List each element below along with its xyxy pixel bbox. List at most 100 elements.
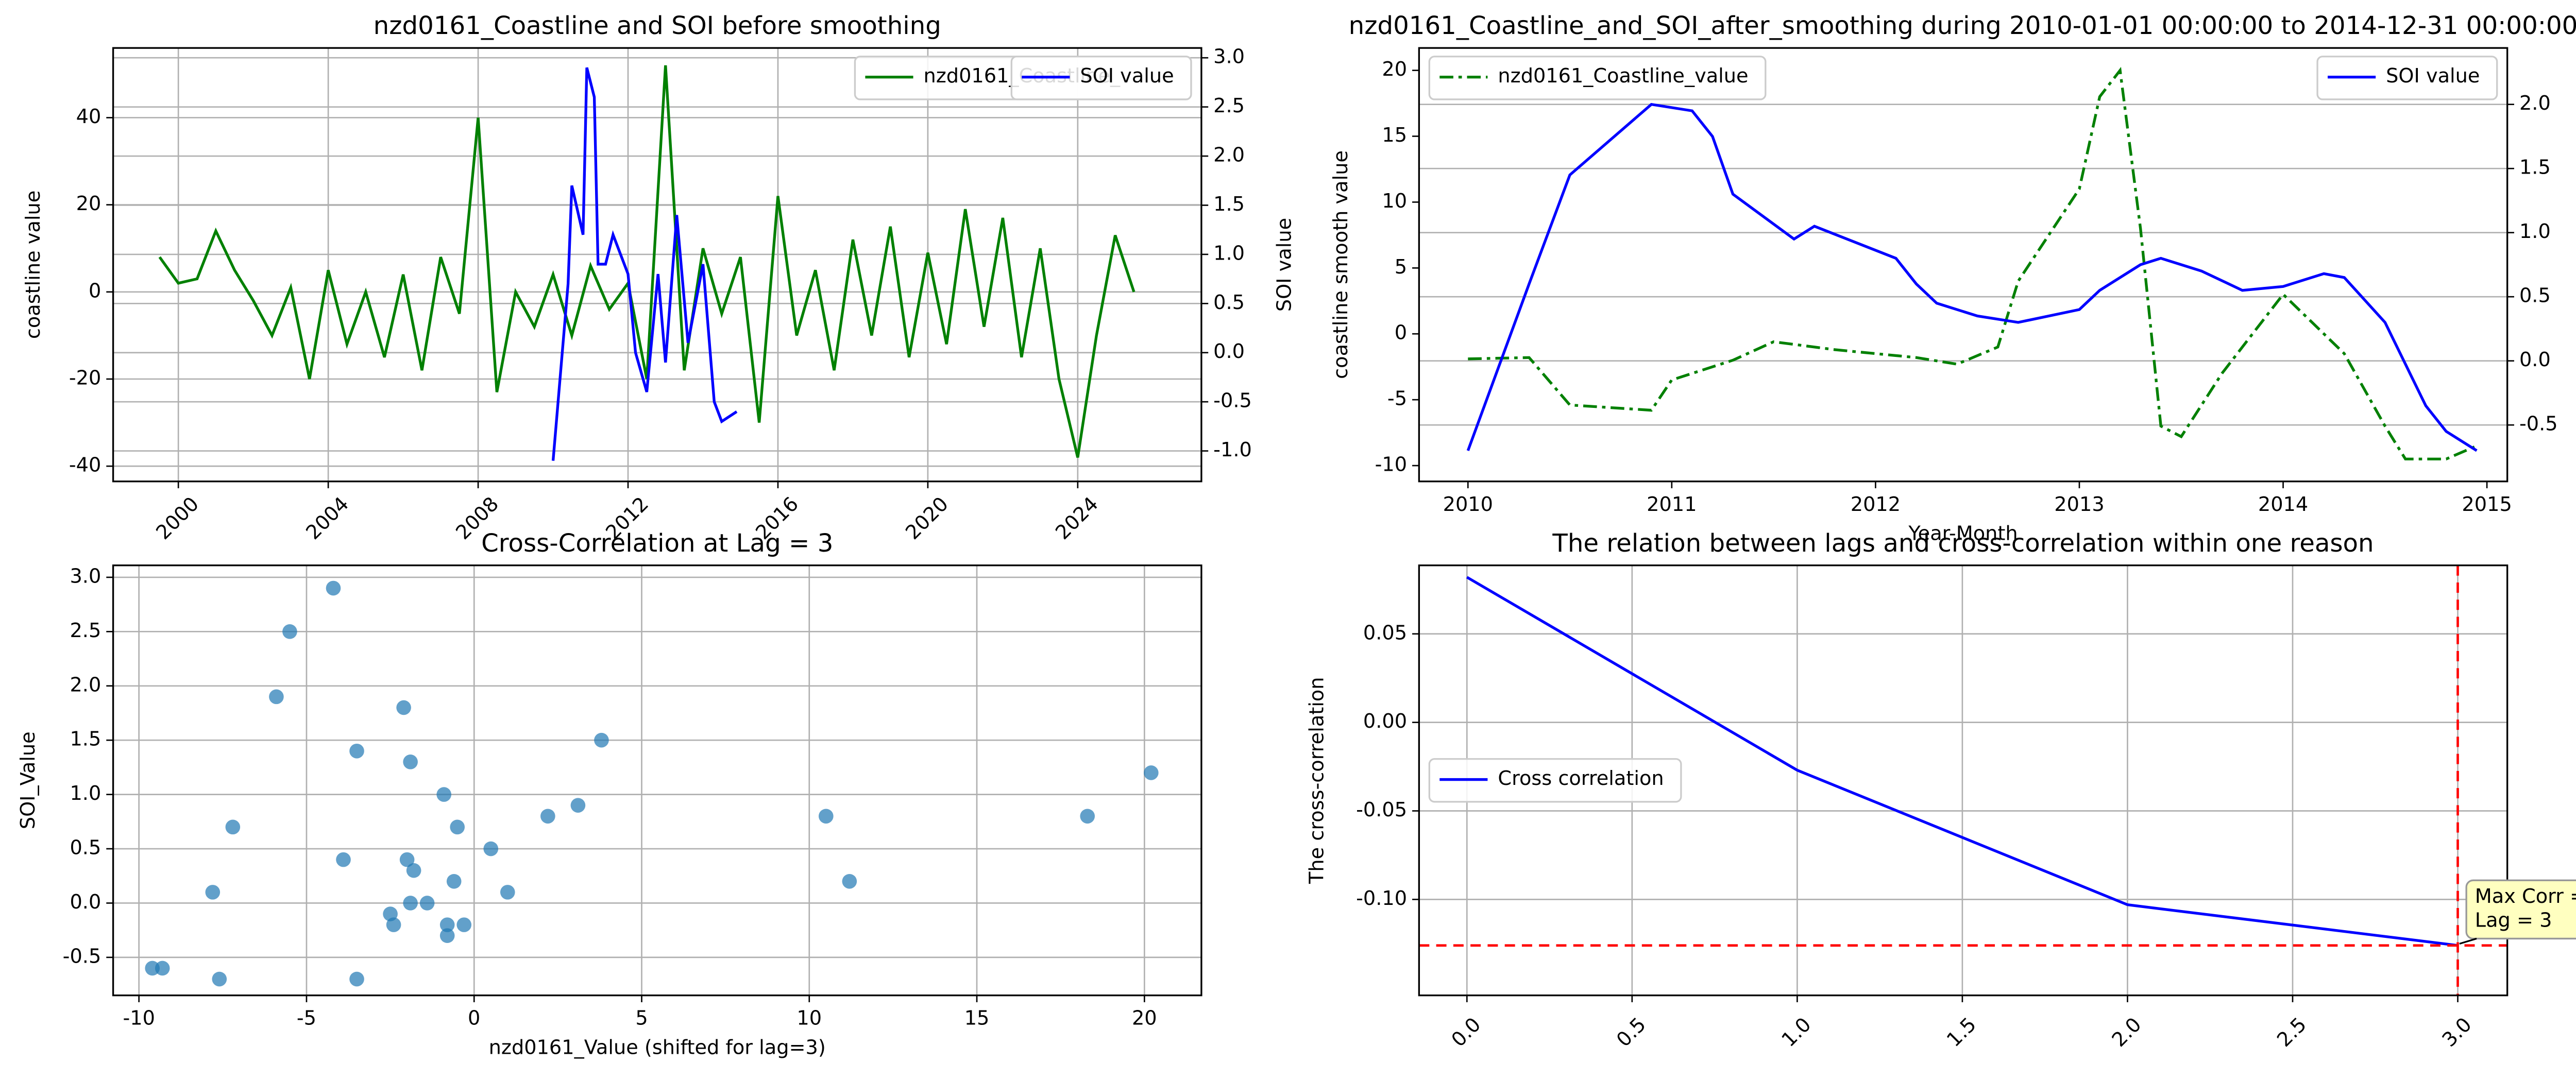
scatter-point (540, 809, 555, 824)
x-tick-label: 2014 (2258, 493, 2308, 516)
chart-title: The relation between lags and cross-corr… (1552, 529, 2374, 558)
y-tick-label: 0 (1395, 321, 1407, 345)
x-tick-label: 2011 (1647, 493, 1697, 516)
y-tick-label: -0.5 (63, 945, 101, 968)
chart-title: Cross-Correlation at Lag = 3 (481, 529, 833, 558)
legend-box (2316, 56, 2498, 100)
y2-tick-label: -1.0 (1213, 438, 1252, 461)
chart-title: nzd0161_Coastline_and_SOI_after_smoothin… (1349, 11, 2576, 40)
y-tick-label: 0.5 (70, 836, 101, 860)
scatter-point (205, 885, 221, 900)
scatter-point (1144, 765, 1159, 780)
legend-box (1010, 56, 1192, 100)
plot-frame (112, 47, 1202, 483)
y-tick-label: 10 (1382, 190, 1407, 213)
annotation-arrow (2459, 937, 2477, 945)
scatter-point (212, 971, 227, 987)
scatter-point (818, 809, 834, 824)
y2-tick-label: 0.0 (2519, 348, 2551, 371)
legend-label: SOI value (1080, 64, 1174, 88)
y-tick-label: 5 (1395, 255, 1407, 279)
scatter-point (396, 700, 411, 715)
scatter-point (500, 885, 515, 900)
y-axis-label: The cross-correlation (1306, 677, 1329, 884)
y-tick-label: 0.0 (70, 890, 101, 914)
scatter-point (456, 917, 472, 932)
y-tick-label: 1.5 (70, 728, 101, 751)
scatter-point (1080, 809, 1095, 824)
series-line (551, 67, 738, 461)
y2-tick-label: -0.5 (1213, 389, 1252, 413)
scatter-point (349, 971, 364, 987)
y-tick-label: 20 (1382, 58, 1407, 81)
y-axis-label: SOI_Value (16, 731, 40, 829)
y2-tick-label: 0.0 (1213, 340, 1245, 363)
legend-label: nzd0161_Coastline_value (1498, 64, 1748, 88)
scatter-point (450, 819, 465, 835)
y-tick-label: -40 (69, 454, 101, 477)
x-tick-label: 2013 (2054, 493, 2104, 516)
scatter-point (326, 580, 341, 596)
scatter-point (446, 873, 462, 889)
x-tick-label: 2015 (2462, 493, 2512, 516)
annotation-box (2465, 879, 2576, 940)
y-tick-label: -20 (69, 366, 101, 389)
y-tick-label: 15 (1382, 124, 1407, 147)
x-axis-label: Year-Month (1908, 522, 2018, 545)
y-tick-label: -10 (1375, 453, 1407, 476)
y-axis-label: coastline value (22, 191, 45, 339)
y-axis-label: coastline smooth value (1329, 150, 1352, 379)
plot-frame (1418, 564, 2509, 997)
scatter-point (439, 928, 455, 944)
y-tick-label: 2.0 (70, 673, 101, 696)
scatter-point (842, 873, 857, 889)
scatter-point (399, 852, 415, 867)
x-tick-label: 20 (1132, 1007, 1157, 1030)
chart-title: nzd0161_Coastline and SOI before smoothi… (374, 11, 941, 40)
x-tick-label: 15 (964, 1007, 990, 1030)
scatter-point (386, 917, 401, 932)
y2-tick-label: 3.0 (1213, 45, 1245, 68)
x-tick-label: 2012 (1851, 493, 1901, 516)
series-line (1466, 102, 2478, 452)
y-tick-label: -0.05 (1356, 798, 1407, 821)
annotation-text: Lag = 3 (2475, 909, 2552, 932)
scatter-point (282, 624, 297, 639)
y2-axis-label: SOI value (1273, 218, 1296, 312)
x-tick-label: 2010 (1443, 493, 1493, 516)
scatter-point (403, 755, 418, 769)
scatter-point (406, 863, 421, 878)
y2-tick-label: 0.5 (2519, 284, 2551, 307)
y2-tick-label: 2.5 (1213, 94, 1245, 117)
y-tick-label: -5 (1387, 387, 1407, 410)
x-tick-label: -10 (123, 1007, 155, 1030)
y-tick-label: 2.5 (70, 619, 101, 642)
y-tick-label: 40 (76, 105, 101, 128)
y-tick-label: 0.00 (1363, 710, 1407, 733)
annotation-text: Max Corr = -0.126 (2475, 885, 2576, 908)
legend-box (1428, 56, 1767, 100)
y-tick-label: -0.10 (1356, 887, 1407, 910)
series-line (1468, 66, 2478, 460)
plot-frame (1418, 47, 2509, 483)
y-tick-label: 1.0 (70, 782, 101, 805)
scatter-point (483, 841, 499, 856)
y2-tick-label: 1.0 (2519, 220, 2551, 243)
scatter-point (570, 798, 586, 813)
y-tick-label: 0 (89, 279, 101, 302)
scatter-point (594, 732, 609, 748)
y-tick-label: 20 (76, 192, 101, 215)
scatter-point (269, 689, 284, 705)
x-axis-label: nzd0161_Value (shifted for lag=3) (489, 1036, 826, 1059)
scatter-point (439, 917, 455, 932)
y-tick-label: 3.0 (70, 564, 101, 588)
legend-label: Cross correlation (1498, 767, 1664, 790)
legend-label: SOI value (2386, 64, 2480, 88)
scatter-point (419, 896, 435, 911)
scatter-point (403, 896, 418, 911)
legend-box (1428, 758, 1682, 803)
x-tick-label: 10 (796, 1007, 822, 1030)
y2-tick-label: 1.0 (1213, 242, 1245, 265)
y2-tick-label: 2.0 (1213, 144, 1245, 167)
